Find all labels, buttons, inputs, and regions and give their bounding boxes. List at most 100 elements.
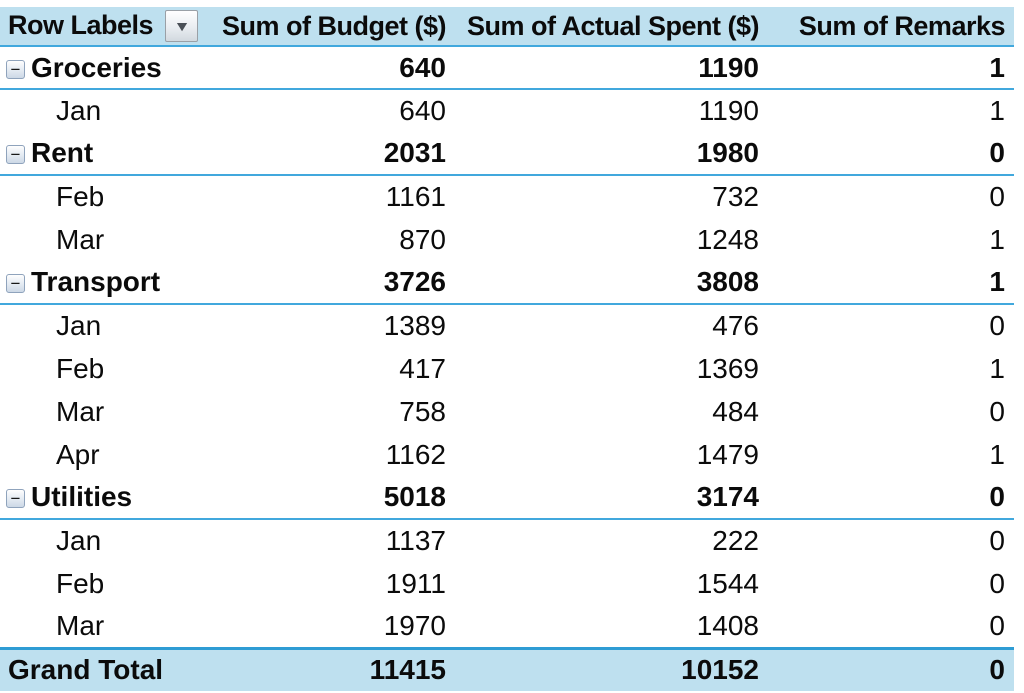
table-row: Feb 1161 732 0 [0, 175, 1014, 218]
table-row: − Groceries 640 1190 1 [0, 46, 1014, 90]
budget-cell[interactable]: 870 [399, 223, 446, 255]
row-label: Jan [56, 310, 102, 341]
column-header-actual-spent[interactable]: Sum of Actual Spent ($) [455, 7, 768, 47]
budget-cell[interactable]: 1162 [385, 438, 446, 470]
row-label: Apr [56, 438, 100, 470]
row-label-cell[interactable]: − Groceries [0, 46, 190, 90]
remarks-cell[interactable]: 0 [768, 646, 1014, 691]
remarks-cell[interactable]: 1 [768, 261, 1014, 305]
row-label-cell[interactable]: − Rent [0, 132, 190, 176]
budget-cell[interactable]: 417 [399, 352, 446, 384]
remarks-cell[interactable]: 0 [989, 525, 1005, 556]
actual-spent-cell[interactable]: 1248 [696, 223, 759, 255]
budget-cell[interactable]: 1161 [385, 181, 446, 212]
collapse-button[interactable]: − [6, 274, 25, 293]
remarks-cell[interactable]: 1 [989, 95, 1005, 126]
row-label: Rent [31, 137, 94, 168]
row-label: Groceries [31, 51, 162, 83]
remarks-cell[interactable]: 0 [989, 609, 1005, 641]
pivot-table-body: − Groceries 640 1190 1 Jan 640 1190 1 − Re… [0, 46, 1014, 691]
collapse-button[interactable]: − [6, 145, 25, 164]
column-header-budget[interactable]: Sum of Budget ($) [190, 7, 455, 47]
row-label-cell[interactable]: Grand Total [0, 646, 190, 691]
actual-spent-cell[interactable]: 484 [712, 395, 759, 427]
table-row: − Transport 3726 3808 1 [0, 261, 1014, 305]
actual-spent-cell[interactable]: 1408 [696, 609, 759, 641]
row-label: Utilities [31, 481, 133, 512]
remarks-cell[interactable]: 0 [989, 395, 1005, 427]
column-header-remarks[interactable]: Sum of Remarks [768, 7, 1014, 47]
actual-spent-cell[interactable]: 1190 [698, 95, 759, 126]
minus-icon: − [10, 274, 21, 293]
actual-spent-cell[interactable]: 222 [712, 525, 759, 556]
row-label: Mar [56, 223, 105, 255]
row-label: Transport [31, 266, 161, 297]
remarks-cell[interactable]: 0 [989, 181, 1005, 212]
budget-cell[interactable]: 1970 [383, 609, 446, 641]
remarks-cell[interactable]: 1 [989, 223, 1005, 255]
remarks-cell[interactable]: 0 [989, 310, 1005, 341]
row-label-cell[interactable]: − Utilities [0, 476, 190, 520]
row-label-cell[interactable]: Jan [0, 304, 190, 347]
row-label: Jan [56, 95, 102, 126]
row-label-cell[interactable]: Mar [0, 218, 190, 261]
collapse-button[interactable]: − [6, 489, 25, 508]
actual-spent-cell[interactable]: 10152 [455, 646, 768, 691]
minus-icon: − [10, 489, 21, 508]
actual-spent-cell[interactable]: 3174 [455, 476, 768, 520]
remarks-cell[interactable]: 0 [768, 132, 1014, 176]
actual-spent-cell[interactable]: 1479 [696, 438, 759, 470]
budget-cell[interactable]: 640 [190, 46, 455, 90]
row-label-cell[interactable]: Jan [0, 89, 190, 132]
row-label: Feb [56, 181, 105, 212]
budget-cell[interactable]: 3726 [190, 261, 455, 305]
collapse-button[interactable]: − [6, 59, 25, 79]
table-row: Feb 1911 1544 0 [0, 562, 1014, 605]
row-label-cell[interactable]: Feb [0, 347, 190, 390]
row-label-cell[interactable]: Feb [0, 175, 190, 218]
row-label: Feb [56, 567, 105, 599]
row-label-cell[interactable]: Feb [0, 562, 190, 605]
actual-spent-cell[interactable]: 1980 [455, 132, 768, 176]
budget-cell[interactable]: 5018 [190, 476, 455, 520]
row-label-cell[interactable]: Mar [0, 390, 190, 433]
row-label: Mar [56, 609, 105, 641]
pivot-table-grid: Row Labels ▼ Sum of Budget ($) Sum of Act… [0, 7, 1014, 691]
table-row: Mar 870 1248 1 [0, 218, 1014, 261]
table-row: Jan 640 1190 1 [0, 89, 1014, 132]
budget-cell[interactable]: 11415 [190, 646, 455, 691]
remarks-cell[interactable]: 1 [989, 438, 1005, 470]
row-label: Mar [56, 395, 105, 427]
budget-cell[interactable]: 1137 [385, 525, 446, 556]
row-label-cell[interactable]: Mar [0, 605, 190, 648]
actual-spent-cell[interactable]: 3808 [455, 261, 768, 305]
actual-spent-cell[interactable]: 476 [712, 310, 759, 341]
table-row: Mar 1970 1408 0 [0, 605, 1014, 648]
row-labels-header-cell: Row Labels ▼ [0, 7, 199, 47]
remarks-cell[interactable]: 0 [768, 476, 1014, 520]
actual-spent-cell[interactable]: 1544 [696, 567, 759, 599]
budget-cell[interactable]: 758 [399, 395, 446, 427]
table-row: Jan 1389 476 0 [0, 304, 1014, 347]
row-label: Grand Total [8, 654, 164, 686]
budget-cell[interactable]: 1911 [385, 567, 446, 599]
budget-cell[interactable]: 1389 [383, 310, 446, 341]
row-label-cell[interactable]: Apr [0, 433, 190, 476]
row-labels-filter-button[interactable]: ▼ [165, 10, 199, 43]
minus-icon: − [10, 145, 21, 164]
table-row: Apr 1162 1479 1 [0, 433, 1014, 476]
budget-cell[interactable]: 640 [399, 95, 446, 126]
table-row: − Utilities 5018 3174 0 [0, 476, 1014, 520]
table-row: Mar 758 484 0 [0, 390, 1014, 433]
budget-cell[interactable]: 2031 [190, 132, 455, 176]
row-label: Jan [56, 525, 102, 556]
actual-spent-cell[interactable]: 1369 [696, 352, 759, 384]
row-label-cell[interactable]: Jan [0, 519, 190, 562]
actual-spent-cell[interactable]: 732 [712, 181, 759, 212]
remarks-cell[interactable]: 1 [989, 352, 1005, 384]
remarks-cell[interactable]: 1 [768, 46, 1014, 90]
remarks-cell[interactable]: 0 [989, 567, 1005, 599]
row-label-cell[interactable]: − Transport [0, 261, 190, 305]
actual-spent-cell[interactable]: 1190 [455, 46, 768, 90]
